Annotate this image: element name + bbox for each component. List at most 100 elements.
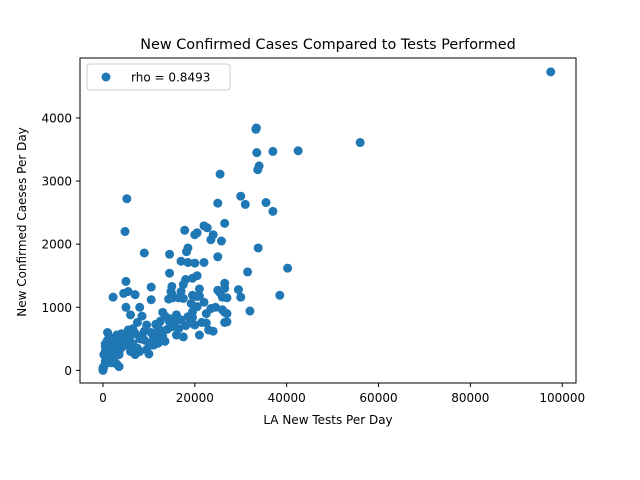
data-point xyxy=(194,284,204,294)
data-point xyxy=(158,326,168,336)
data-point xyxy=(176,287,186,296)
data-point xyxy=(254,161,264,171)
data-point xyxy=(120,227,130,237)
data-point xyxy=(126,310,136,320)
x-tick-label: 60000 xyxy=(359,391,397,405)
data-point xyxy=(160,336,170,346)
data-point xyxy=(121,276,131,286)
data-point xyxy=(165,249,175,259)
data-point xyxy=(216,236,226,246)
data-point xyxy=(240,199,250,209)
x-tick-label: 100000 xyxy=(539,391,585,405)
data-point xyxy=(243,267,253,277)
data-point xyxy=(178,280,188,290)
data-point xyxy=(293,146,303,156)
data-point xyxy=(135,346,145,356)
axes-layer: 0 20000 40000 60000 80000 100000 0 1000 2000 3000… xyxy=(41,57,585,405)
data-point xyxy=(210,302,220,312)
data-point xyxy=(114,362,124,372)
data-point xyxy=(186,298,196,308)
data-point xyxy=(146,295,156,305)
data-point xyxy=(251,123,261,133)
data-point xyxy=(222,317,232,327)
data-point xyxy=(261,198,271,208)
data-point xyxy=(233,285,243,295)
data-point xyxy=(144,349,154,359)
data-point xyxy=(252,148,262,158)
data-point xyxy=(222,293,232,303)
data-point xyxy=(185,318,195,328)
legend: rho = 0.8493 xyxy=(86,63,231,91)
data-point xyxy=(182,247,192,257)
data-point xyxy=(268,206,278,216)
data-point xyxy=(190,230,200,240)
data-point xyxy=(206,235,216,245)
chart-title: New Confirmed Cases Compared to Tests Pe… xyxy=(140,37,515,53)
data-point xyxy=(109,334,119,344)
data-point xyxy=(245,306,255,316)
data-point xyxy=(176,256,186,266)
data-point xyxy=(108,292,118,302)
data-point xyxy=(546,67,556,77)
data-point xyxy=(192,271,202,281)
legend-entry-label: rho = 0.8493 xyxy=(131,71,210,85)
data-point xyxy=(176,315,186,325)
data-point xyxy=(253,243,263,253)
data-point xyxy=(146,328,156,338)
data-point xyxy=(123,325,133,335)
points-layer xyxy=(98,67,556,375)
x-tick-label: 0 xyxy=(99,391,107,405)
data-point xyxy=(201,309,211,319)
data-point xyxy=(355,138,365,148)
data-point xyxy=(220,218,230,228)
y-tick-label: 0 xyxy=(64,364,72,378)
data-point xyxy=(165,317,175,327)
data-point xyxy=(132,317,142,327)
data-point xyxy=(130,290,140,300)
data-point xyxy=(105,348,115,358)
y-tick-label: 4000 xyxy=(41,111,72,125)
data-point xyxy=(139,335,149,345)
x-tick-label: 20000 xyxy=(176,391,214,405)
x-axis-label: LA New Tests Per Day xyxy=(263,413,392,427)
data-point xyxy=(119,288,129,298)
data-point xyxy=(98,364,108,374)
data-point xyxy=(165,268,175,278)
x-tick-label: 80000 xyxy=(451,391,489,405)
data-point xyxy=(103,328,113,338)
y-tick-label: 1000 xyxy=(41,301,72,315)
data-point xyxy=(135,302,145,312)
data-point xyxy=(213,198,223,208)
data-point xyxy=(122,194,132,204)
data-point xyxy=(213,252,223,262)
legend-box xyxy=(86,63,231,91)
data-point xyxy=(197,317,207,327)
data-point xyxy=(167,289,177,299)
y-tick-label: 2000 xyxy=(41,238,72,252)
data-point xyxy=(215,288,225,298)
data-point xyxy=(215,169,225,179)
y-tick-label: 3000 xyxy=(41,175,72,189)
data-point xyxy=(183,257,193,267)
data-point xyxy=(151,319,161,329)
data-point xyxy=(236,292,246,302)
legend-marker xyxy=(101,72,111,82)
y-axis-label: New Confirmed Caeses Per Day xyxy=(15,127,29,317)
data-point xyxy=(146,282,156,292)
data-point xyxy=(194,330,204,340)
data-point xyxy=(194,291,204,301)
data-point xyxy=(137,311,147,321)
data-point xyxy=(139,248,149,258)
data-point xyxy=(121,302,131,312)
data-point xyxy=(283,263,293,273)
data-point xyxy=(190,258,200,268)
data-point xyxy=(158,307,168,317)
data-point xyxy=(188,307,198,317)
plot-frame xyxy=(79,57,577,384)
data-point xyxy=(199,257,209,267)
data-point xyxy=(180,225,190,235)
data-point xyxy=(199,221,209,231)
data-point xyxy=(222,309,232,319)
data-point xyxy=(199,297,209,307)
